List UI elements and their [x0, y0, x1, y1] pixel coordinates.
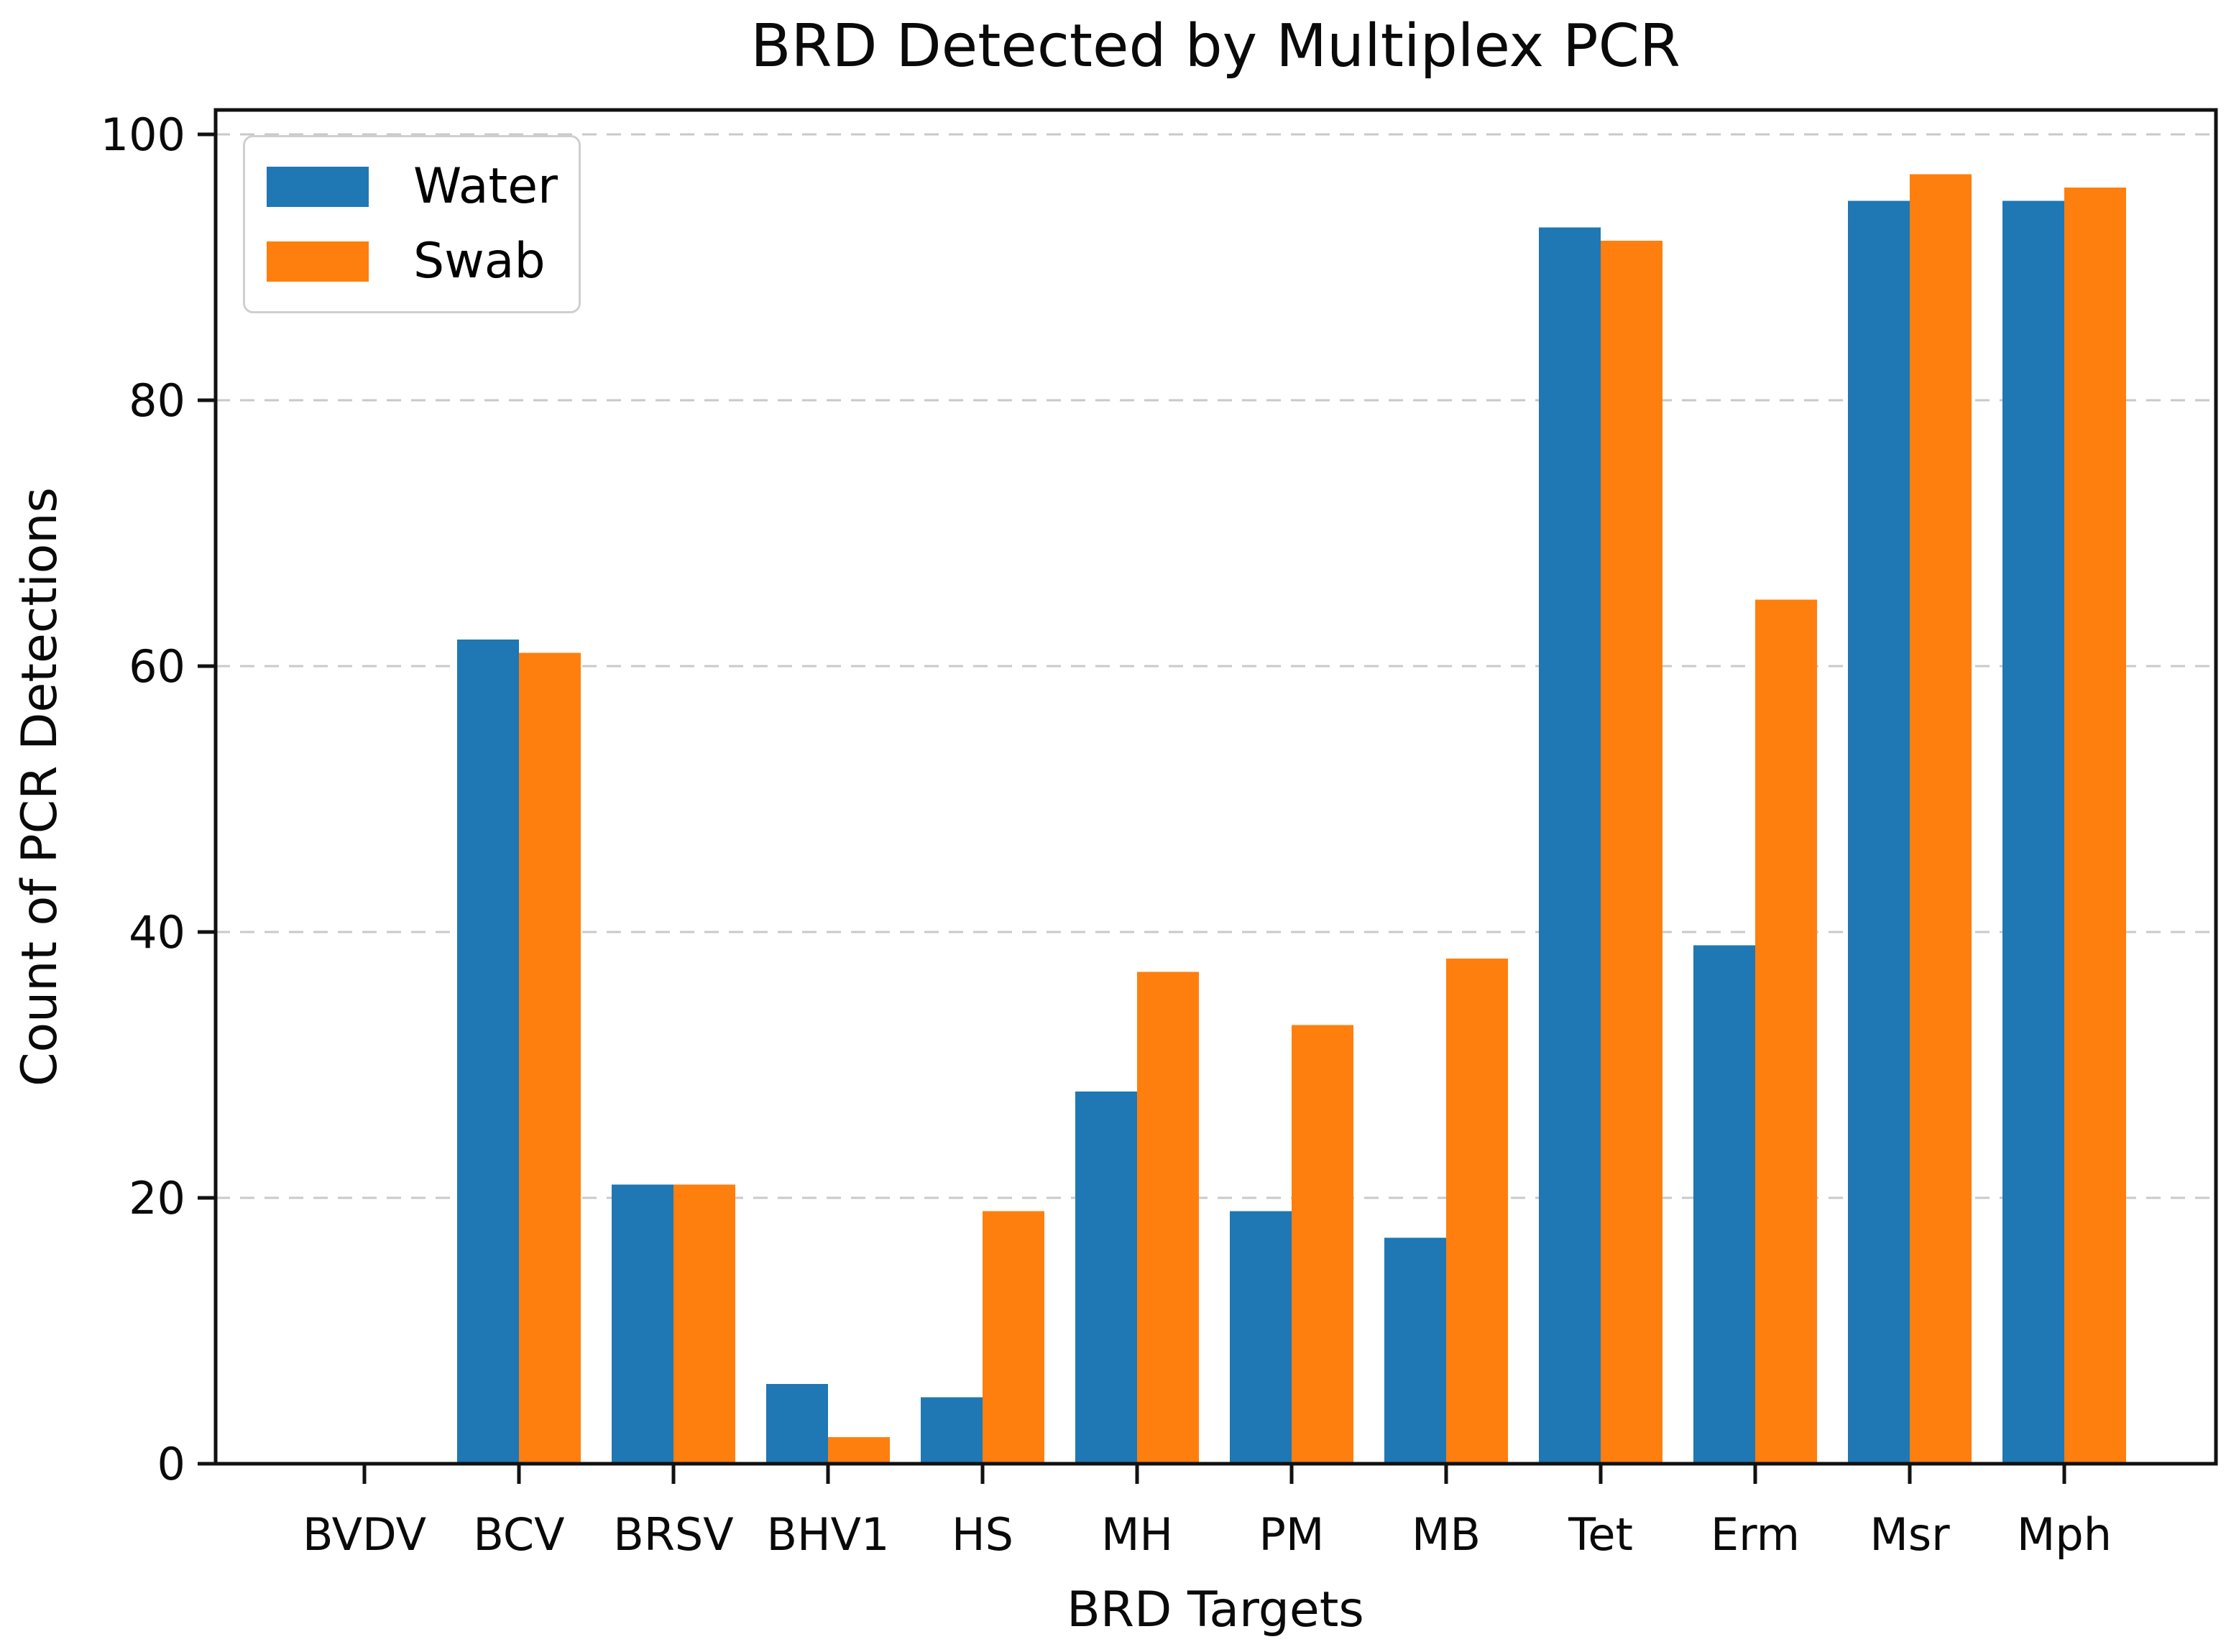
x-tick-label-PM: PM	[1259, 1508, 1325, 1561]
y-axis-label: Count of PCR Detections	[12, 487, 68, 1086]
x-tick-label-Mph: Mph	[2017, 1508, 2112, 1561]
bar-swab-Tet	[1601, 241, 1662, 1464]
bar-swab-Mph	[2064, 188, 2126, 1464]
water-swatch-icon	[267, 167, 369, 207]
x-tick-label-Msr: Msr	[1869, 1508, 1950, 1561]
bar-swab-MH	[1137, 972, 1199, 1464]
legend-label-water: Water	[413, 158, 558, 215]
bar-water-Tet	[1539, 227, 1601, 1464]
bar-swab-BHV1	[828, 1437, 890, 1464]
bar-water-BCV	[457, 640, 519, 1464]
bar-swab-Msr	[1910, 174, 1972, 1464]
x-tick-label-BVDV: BVDV	[303, 1508, 426, 1561]
x-tick-label-BRSV: BRSV	[613, 1508, 733, 1561]
bar-swab-Erm	[1755, 599, 1817, 1464]
bar-swab-BRSV	[673, 1184, 735, 1464]
y-tick-label-20: 20	[129, 1172, 185, 1224]
bar-water-Mph	[2002, 200, 2064, 1464]
axes: 0 20 40 60 80 100 BVDV BCV BRSV BHV1 HS MH PM MB Tet Er…	[101, 108, 2218, 1561]
x-tick-label-BHV1: BHV1	[766, 1508, 889, 1561]
bar-water-Msr	[1848, 200, 1910, 1464]
x-tick-label-Erm: Erm	[1711, 1508, 1800, 1561]
bar-water-HS	[921, 1397, 983, 1464]
bars	[457, 174, 2126, 1464]
x-tick-label-Tet: Tet	[1568, 1508, 1633, 1561]
legend: Water Swab	[243, 135, 581, 313]
y-tick-label-100: 100	[101, 109, 185, 161]
legend-label-swab: Swab	[413, 233, 546, 290]
bar-water-BRSV	[612, 1184, 673, 1464]
plot-border	[213, 108, 2218, 1466]
y-tick-label-60: 60	[129, 640, 185, 693]
bar-water-PM	[1230, 1211, 1292, 1464]
bar-swab-BCV	[519, 652, 581, 1464]
bar-water-BHV1	[766, 1384, 828, 1464]
bar-swab-HS	[983, 1211, 1044, 1464]
legend-item-swab: Swab	[267, 237, 557, 286]
bar-water-Erm	[1693, 945, 1755, 1464]
y-tick-label-80: 80	[129, 374, 185, 427]
x-tick-label-BCV: BCV	[473, 1508, 564, 1561]
x-tick-label-HS: HS	[952, 1508, 1013, 1561]
bar-water-MB	[1384, 1237, 1446, 1464]
chart-title: BRD Detected by Multiplex PCR	[750, 12, 1680, 80]
y-tick-label-0: 0	[157, 1438, 185, 1490]
x-tick-label-MB: MB	[1412, 1508, 1481, 1561]
y-tick-label-40: 40	[129, 906, 185, 959]
x-axis-label: BRD Targets	[1067, 1582, 1364, 1638]
swab-swatch-icon	[267, 241, 369, 282]
x-tick-label-MH: MH	[1101, 1508, 1173, 1561]
bar-swab-MB	[1446, 959, 1508, 1464]
bar-swab-PM	[1292, 1025, 1353, 1464]
legend-item-water: Water	[267, 158, 558, 215]
bar-water-MH	[1075, 1092, 1137, 1464]
